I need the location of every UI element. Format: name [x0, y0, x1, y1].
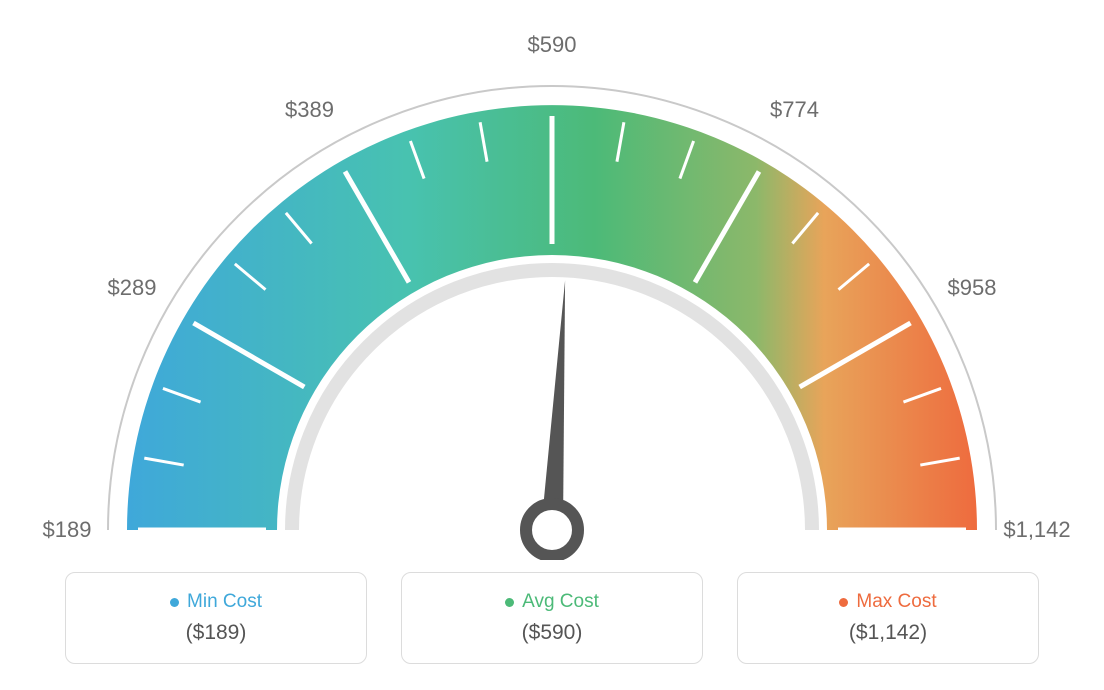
gauge-tick-label: $1,142 [1003, 517, 1070, 543]
gauge: $189 $289 $389 $590 $774 $958 $1,142 [0, 0, 1104, 560]
gauge-tick-label: $958 [948, 275, 997, 301]
avg-cost-title: Avg Cost [505, 591, 599, 613]
min-cost-label: Min Cost [187, 591, 262, 613]
avg-cost-label: Avg Cost [522, 591, 599, 613]
avg-cost-card: Avg Cost ($590) [401, 572, 703, 664]
avg-cost-value: ($590) [522, 621, 583, 645]
min-cost-title: Min Cost [170, 591, 262, 613]
gauge-svg [0, 0, 1104, 560]
min-cost-card: Min Cost ($189) [65, 572, 367, 664]
min-dot-icon [170, 598, 179, 607]
avg-dot-icon [505, 598, 514, 607]
min-cost-value: ($189) [186, 621, 247, 645]
gauge-tick-label: $774 [770, 97, 819, 123]
gauge-tick-label: $389 [285, 97, 334, 123]
max-dot-icon [839, 598, 848, 607]
gauge-tick-label: $289 [107, 275, 156, 301]
legend: Min Cost ($189) Avg Cost ($590) Max Cost… [0, 572, 1104, 664]
gauge-tick-label: $189 [43, 517, 92, 543]
gauge-tick-label: $590 [528, 32, 577, 58]
max-cost-value: ($1,142) [849, 621, 927, 645]
chart-container: $189 $289 $389 $590 $774 $958 $1,142 Min Cost … [0, 0, 1104, 690]
max-cost-card: Max Cost ($1,142) [737, 572, 1039, 664]
max-cost-label: Max Cost [856, 591, 936, 613]
max-cost-title: Max Cost [839, 591, 936, 613]
